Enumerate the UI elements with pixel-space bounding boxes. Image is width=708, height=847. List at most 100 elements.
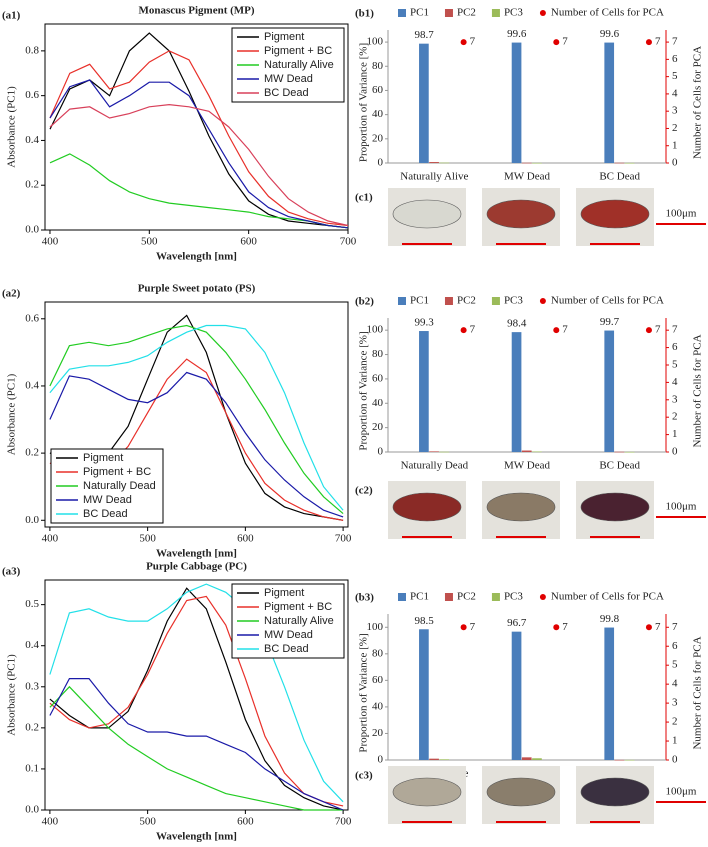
legend-label: Pigment	[264, 31, 304, 43]
cell-image	[486, 777, 556, 807]
x-tick-label: 400	[42, 816, 59, 828]
cell-image	[580, 777, 650, 807]
legend-label: PC1	[410, 295, 429, 307]
y-tick-label: 80	[372, 60, 384, 72]
legend-label: Naturally Alive	[264, 615, 334, 627]
x-axis-label: Wavelength [nm]	[156, 548, 237, 560]
legend-label: Naturally Dead	[83, 480, 156, 492]
y-tick-label: 0	[378, 754, 384, 766]
legend-label: Number of Cells for PCA	[551, 7, 664, 19]
legend-swatch	[491, 9, 500, 17]
data-label: 98.4	[507, 318, 527, 330]
bar	[511, 332, 522, 452]
legend-label: PC2	[457, 7, 476, 19]
y-tick-label: 0.4	[25, 379, 39, 391]
spectrum-line	[49, 583, 344, 803]
legend-label: PC3	[504, 7, 523, 19]
data-label: 7	[655, 621, 661, 633]
bar	[624, 759, 635, 761]
y2-tick-label: 2	[672, 716, 678, 728]
bar	[614, 162, 625, 164]
y-tick-label: 0.0	[25, 804, 39, 816]
legend-label: MW Dead	[264, 629, 313, 641]
data-label: 7	[562, 36, 568, 48]
y-tick-label: 0.3	[25, 680, 39, 692]
data-label: 7	[562, 324, 568, 336]
spectrum-line	[49, 50, 349, 227]
legend-label: Number of Cells for PCA	[551, 295, 664, 307]
plot-frame	[44, 579, 349, 811]
y-tick-label: 0.6	[25, 89, 39, 101]
spectrum-line	[49, 324, 344, 511]
legend-swatch	[398, 9, 406, 17]
panel-label: (c2)	[355, 485, 373, 497]
cell-count-dot	[460, 624, 467, 631]
y2-tick-label: 3	[672, 697, 678, 709]
legend: Pigment Pigment + BC Naturally Alive MW Dea…	[231, 583, 345, 659]
scale-label: 100μm	[666, 786, 697, 798]
x-tick-label: 500	[141, 236, 158, 248]
y-tick-label: 0.2	[25, 179, 39, 191]
legend-swatch	[539, 10, 546, 16]
panel-label: (c3)	[355, 770, 373, 782]
legend-label: MW Dead	[264, 73, 313, 85]
x-tick-label: 400	[42, 236, 59, 248]
y2-tick-label: 4	[672, 678, 678, 690]
y2-tick-label: 4	[672, 376, 678, 388]
legend-swatch	[398, 593, 406, 601]
data-label: 7	[470, 36, 476, 48]
bar	[521, 757, 532, 760]
bar	[532, 162, 542, 164]
legend-swatch	[539, 298, 546, 304]
y2-axis-label: Number of Cells for PCA	[692, 636, 704, 749]
y-tick-label: 0	[378, 446, 384, 458]
y-tick-label: 20	[372, 727, 384, 739]
y-tick-label: 0.4	[25, 639, 39, 651]
y-tick-label: 60	[372, 674, 384, 686]
chart-title: Purple Cabbage (PC)	[146, 561, 247, 573]
cell-count-dot	[645, 39, 652, 46]
y-axis-label: Proportion of Variance [%]	[358, 43, 370, 162]
y-tick-label: 100	[367, 36, 384, 48]
y-tick-label: 0.0	[25, 514, 39, 526]
cell-count-dot	[460, 327, 467, 334]
legend: Pigment Pigment + BC Naturally Dead MW Dead…	[50, 448, 164, 524]
data-label: 7	[655, 324, 661, 336]
x-tick-label: 700	[335, 816, 352, 828]
y-axis-label: Absorbance (PC1)	[6, 654, 18, 736]
x-tick-label: 700	[340, 236, 357, 248]
y-tick-label: 60	[372, 372, 384, 384]
x-tick-label: Naturally Alive	[400, 171, 468, 183]
x-tick-label: 600	[237, 533, 254, 545]
spectrum-line	[49, 595, 344, 807]
bar	[521, 162, 532, 164]
legend-label: BC Dead	[83, 508, 128, 520]
y-tick-label: 0.8	[25, 44, 39, 56]
cell-count-dot	[460, 39, 467, 46]
spectrum-line	[49, 685, 344, 811]
bar	[429, 451, 439, 452]
y-tick-label: 0.2	[25, 721, 39, 733]
chart-title: Purple Sweet potato (PS)	[138, 283, 256, 295]
y-tick-label: 0.2	[25, 447, 39, 459]
y2-tick-label: 4	[672, 87, 678, 99]
cell-image	[486, 199, 556, 229]
data-label: 99.8	[600, 613, 620, 625]
legend: Pigment Pigment + BC Naturally Alive MW Dea…	[231, 27, 345, 103]
data-label: 99.7	[600, 316, 620, 328]
bar	[624, 162, 635, 164]
cell-image	[486, 492, 556, 522]
bar	[521, 450, 532, 452]
y2-tick-label: 6	[672, 53, 678, 65]
legend-label: PC2	[457, 591, 476, 603]
y2-tick-label: 7	[672, 36, 678, 48]
y-tick-label: 60	[372, 84, 384, 96]
spectrum-line	[49, 153, 349, 229]
x-axis-label: Wavelength [nm]	[156, 251, 237, 263]
legend-label: PC1	[410, 591, 429, 603]
panel-label: (b3)	[355, 592, 374, 604]
legend-label: PC1	[410, 7, 429, 19]
bar	[419, 331, 429, 452]
panel-label: (a3)	[2, 566, 21, 578]
